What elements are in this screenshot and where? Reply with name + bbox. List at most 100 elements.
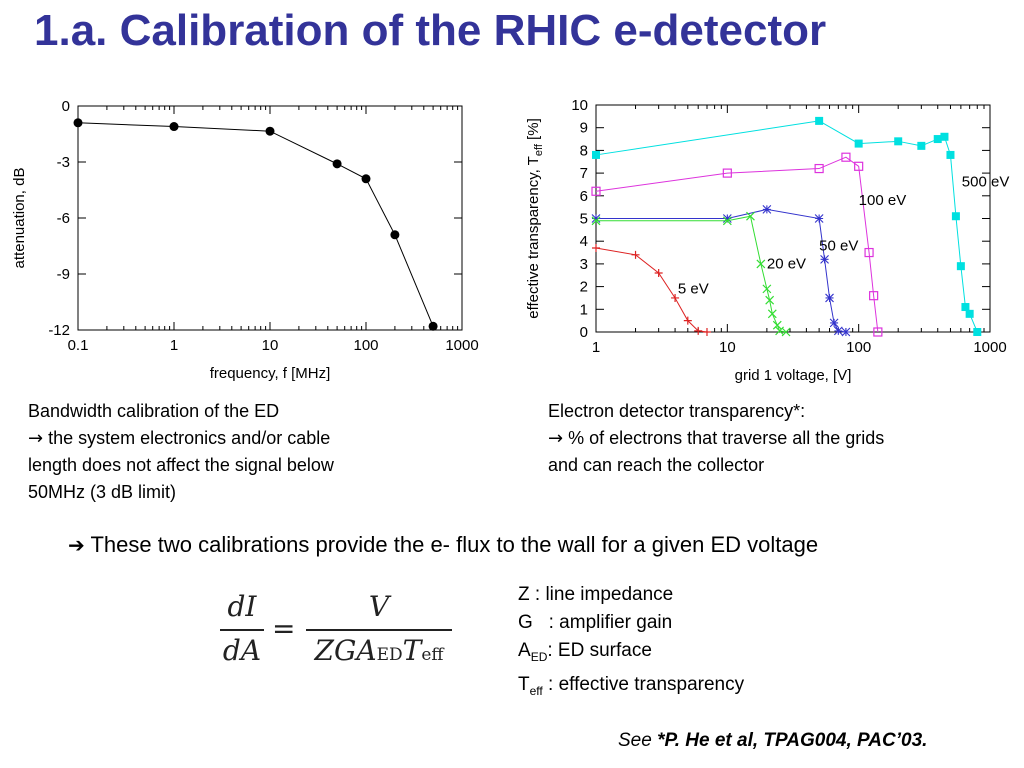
y-tick-label: 0 xyxy=(62,98,70,115)
transparency-caption-line3: and can reach the collector xyxy=(548,455,765,475)
y-tick-label: 0 xyxy=(580,324,588,341)
def-z: Z : line impedance xyxy=(518,584,674,605)
data-point xyxy=(965,309,974,318)
arrow-icon: → xyxy=(28,428,44,449)
arrow-icon: → xyxy=(548,428,564,449)
bandwidth-caption: Bandwidth calibration of the ED → the sy… xyxy=(28,398,334,506)
series-label: 5 eV xyxy=(678,280,709,297)
data-point xyxy=(765,295,775,305)
data-point xyxy=(169,122,179,132)
citation-see: See xyxy=(618,730,652,751)
y-axis-label: attenuation, dB xyxy=(11,168,28,269)
data-point xyxy=(591,216,601,226)
y-tick-label: -3 xyxy=(57,154,70,171)
attenuation-chart: 0.1 1 10 100 1000 0 -3 -6 -9 -12 frequency, f [MHz… xyxy=(11,98,479,382)
y-tick-label: 8 xyxy=(580,142,588,159)
y-tick-label: 5 xyxy=(580,211,588,228)
data-point xyxy=(694,326,703,335)
data-point xyxy=(956,262,965,271)
x-tick-label: 1 xyxy=(592,339,600,356)
slide-title: 1.a. Calibration of the RHIC e-detector xyxy=(34,6,827,55)
bold-arrow-icon: ➔ xyxy=(68,533,85,557)
data-point xyxy=(592,150,600,159)
def-a: AED: ED surface xyxy=(518,640,652,664)
y-axis-label: effective transparency, Teff [%] xyxy=(525,118,545,318)
series-line xyxy=(596,208,847,333)
conclusion-text: These two calibrations provide the e- fl… xyxy=(90,532,819,557)
data-point xyxy=(951,212,960,221)
data-point xyxy=(814,163,824,174)
lhs-denominator: dA xyxy=(222,634,262,667)
data-point xyxy=(591,186,601,196)
data-point xyxy=(841,152,851,162)
data-point xyxy=(654,268,663,277)
data-point xyxy=(390,230,400,240)
data-point xyxy=(591,214,601,223)
y-tick-label: 7 xyxy=(580,165,588,182)
rhs-numerator: V xyxy=(368,590,390,623)
data-point xyxy=(73,118,83,128)
data-point xyxy=(814,214,824,223)
rhs-denominator: ZGAEDTeff xyxy=(314,634,444,667)
data-point xyxy=(756,259,766,269)
y-tick-label: 4 xyxy=(580,233,588,250)
y-tick-label: 2 xyxy=(580,279,588,296)
data-point xyxy=(702,328,711,336)
conclusion-line: ➔ These two calibrations provide the e- … xyxy=(68,532,818,558)
data-point xyxy=(428,321,438,331)
y-tick-label: -9 xyxy=(57,266,70,283)
x-tick-label: 100 xyxy=(846,339,871,356)
data-point xyxy=(772,320,782,330)
y-tick-label: 3 xyxy=(580,256,588,273)
y-tick-label: 9 xyxy=(580,120,588,137)
symbol-definitions: Z : line impedance G : amplifier gain AE… xyxy=(518,581,744,705)
x-tick-label: 1000 xyxy=(445,337,478,354)
bandwidth-caption-line1: Bandwidth calibration of the ED xyxy=(28,401,280,421)
bandwidth-caption-line2: the system electronics and/or cable xyxy=(48,428,331,448)
data-point xyxy=(722,216,732,226)
y-tick-label: -6 xyxy=(57,210,70,227)
data-point xyxy=(973,328,982,336)
data-point xyxy=(820,254,829,264)
data-point xyxy=(894,137,903,146)
data-point xyxy=(762,205,772,214)
data-point xyxy=(746,211,755,221)
transparency-caption-line1: Electron detector transparency*: xyxy=(548,401,806,421)
data-point xyxy=(864,247,874,258)
data-point xyxy=(873,327,883,337)
transparency-caption: Electron detector transparency*: → % of … xyxy=(548,398,884,479)
data-point xyxy=(671,293,680,302)
data-point xyxy=(833,326,843,336)
lhs-fraction-bar xyxy=(220,629,264,631)
data-point xyxy=(781,327,791,337)
data-point xyxy=(829,318,839,328)
def-t: Teff : effective transparency xyxy=(518,673,745,698)
series-line xyxy=(595,120,978,333)
x-tick-label: 100 xyxy=(353,337,378,354)
def-g: G : amplifier gain xyxy=(518,612,673,633)
data-point xyxy=(683,316,692,325)
series-line xyxy=(77,122,434,327)
y-tick-label: 6 xyxy=(580,188,588,205)
transparency-caption-line2: % of electrons that traverse all the gri… xyxy=(568,428,885,448)
series-label: 100 eV xyxy=(859,192,907,209)
plot-frame xyxy=(77,105,463,331)
data-point xyxy=(722,168,732,178)
data-point xyxy=(815,116,824,125)
series-label: 50 eV xyxy=(819,237,858,254)
data-point xyxy=(917,141,926,150)
x-tick-label: 1 xyxy=(170,337,178,354)
series-label: 500 eV xyxy=(962,174,1010,191)
data-point xyxy=(841,327,851,337)
bandwidth-caption-line3: length does not affect the signal below xyxy=(28,455,334,475)
data-point xyxy=(825,293,834,303)
x-axis-label: grid 1 voltage, [V] xyxy=(735,367,852,384)
rhs-fraction-bar xyxy=(306,629,452,631)
x-tick-label: 1000 xyxy=(973,339,1006,356)
data-point xyxy=(869,291,879,301)
data-point xyxy=(854,161,864,171)
equals-sign: = xyxy=(272,612,296,645)
data-point xyxy=(854,139,863,148)
